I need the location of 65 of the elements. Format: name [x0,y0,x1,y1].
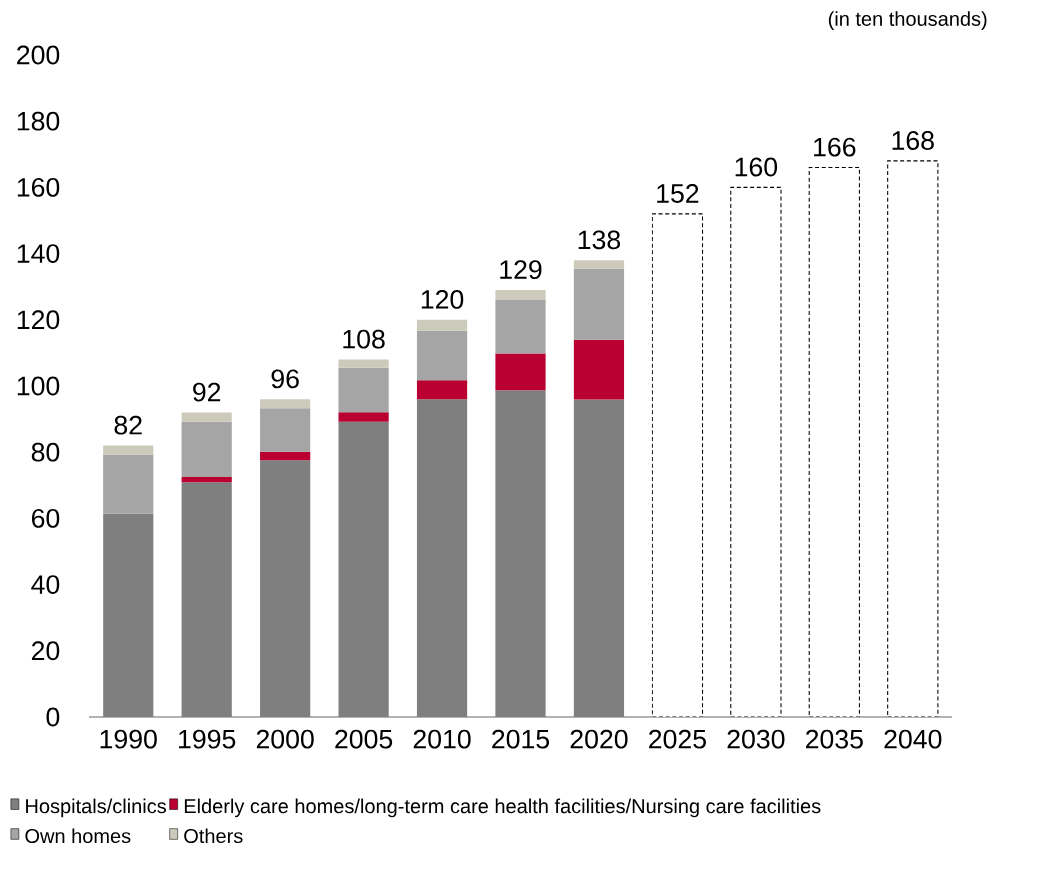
total-label: 152 [657,184,699,203]
bar [495,290,546,300]
bar [260,451,311,461]
bar [573,399,625,717]
bar [416,319,468,331]
bar [103,445,154,455]
x-tick-label: 2040 [884,729,942,749]
total-label: 96 [271,369,299,389]
bar [416,330,468,381]
total-label: 120 [421,289,464,309]
y-tick-label: 40 [31,575,60,595]
bar [338,421,389,717]
x-tick-label: 1990 [100,729,157,749]
y-axis-title: (in ten thousands) [828,11,987,30]
y-tick-label: 100 [17,376,60,396]
total-label: 108 [343,329,385,349]
total-label: 166 [814,137,856,157]
y-tick-label: 140 [17,244,60,264]
bar [573,268,625,340]
bar [103,513,154,717]
total-label: 82 [114,415,142,435]
x-tick-label: 2010 [413,729,471,749]
total-label: 92 [193,382,221,402]
bar [573,260,625,269]
x-tick-label: 2025 [649,729,706,749]
y-tick-label: 160 [17,177,60,197]
y-tick-label: 20 [31,641,60,661]
bar [260,408,311,452]
bar [181,412,232,422]
total-label: 168 [892,131,934,150]
x-tick-label: 2035 [806,729,863,749]
bar [181,482,232,717]
bar [181,421,232,478]
bar [495,390,546,717]
bar [416,380,468,400]
x-tick-label: 2030 [727,729,785,749]
bar [181,477,232,483]
bar [416,399,468,717]
total-label: 129 [500,260,542,280]
y-tick-label: 200 [17,45,60,65]
bar [573,339,625,400]
bar [338,367,389,413]
legend-label: Others [184,828,243,844]
y-tick-label: 60 [31,508,60,528]
y-tick-label: 80 [31,442,60,462]
bar [260,399,311,409]
y-tick-label: 180 [17,111,60,131]
bar [103,454,154,514]
y-tick-label: 120 [17,310,60,330]
bar [338,412,389,422]
x-tick-label: 2020 [570,729,628,749]
bar [495,299,546,354]
total-label: 160 [735,157,778,177]
y-tick-label: 0 [46,707,60,727]
bar [338,359,389,368]
x-tick-label: 2015 [492,729,550,749]
bar [495,353,546,391]
legend-label: Elderly care homes/long-term care health facilities/Nursing care facilities [184,798,821,818]
x-tick-label: 2000 [256,729,314,749]
legend-label: Hospitals/clinics [26,798,166,818]
legend-label: Own homes [25,828,131,844]
x-tick-label: 2005 [335,729,393,749]
bar [260,460,311,717]
x-tick-label: 1995 [179,729,236,749]
total-label: 138 [578,230,621,250]
